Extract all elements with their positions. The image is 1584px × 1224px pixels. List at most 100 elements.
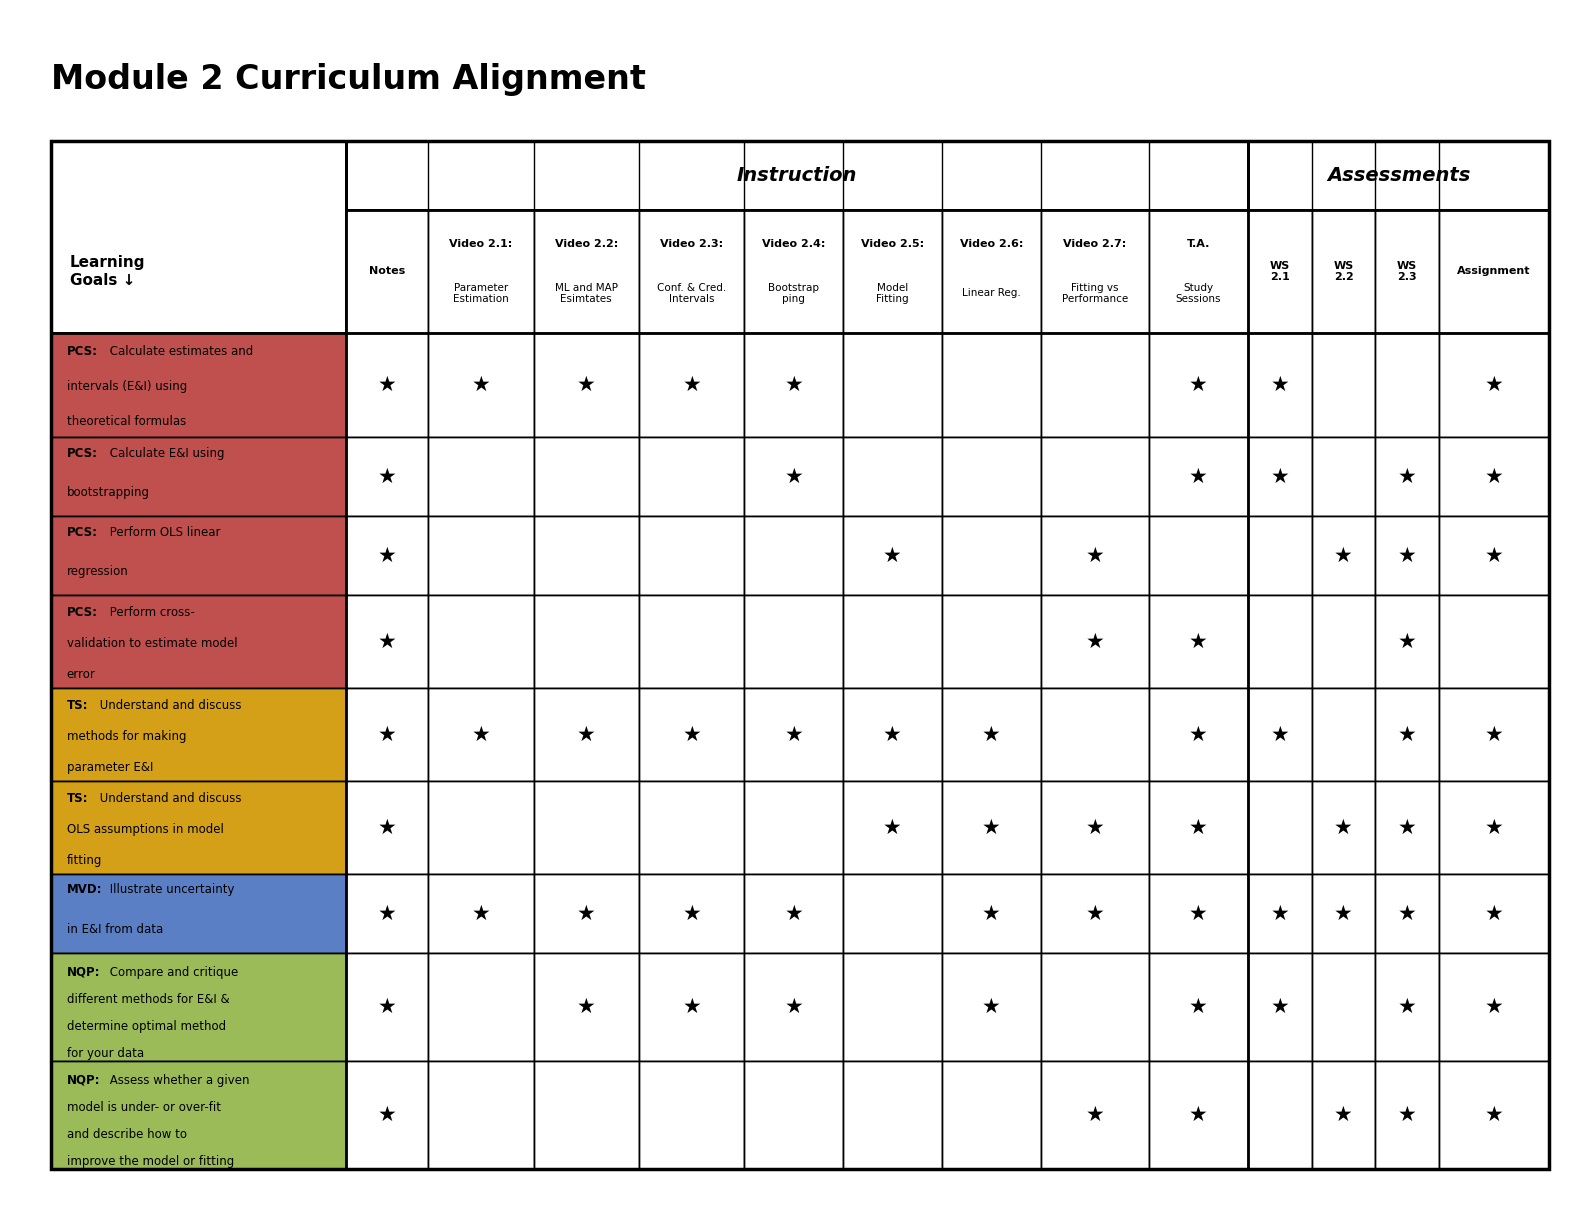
Bar [1440,333,1549,437]
Text: ★: ★ [377,466,396,487]
Text: regression: regression [67,565,128,578]
Text: ★: ★ [1190,375,1209,395]
Text: MVD:: MVD: [67,884,101,896]
Text: for your data: for your data [67,1047,144,1060]
Bar [744,953,843,1061]
Bar [942,1061,1041,1169]
Text: improve the model or fitting: improve the model or fitting [67,1155,234,1168]
Bar [1440,781,1549,874]
Text: Video 2.4:: Video 2.4: [762,239,825,250]
Text: ★: ★ [377,1105,396,1125]
Text: ★: ★ [1399,818,1416,837]
Bar [638,517,744,595]
Text: ★: ★ [982,725,1001,744]
Bar [1148,437,1248,517]
Bar [638,781,744,874]
Bar [1248,781,1312,874]
Text: ★: ★ [1484,1105,1503,1125]
Text: ★: ★ [577,998,596,1017]
Text: ★: ★ [1399,546,1416,565]
Bar [843,517,942,595]
Bar [843,953,942,1061]
Bar [1375,953,1440,1061]
Bar [1248,437,1312,517]
Text: ★: ★ [1270,998,1289,1017]
Bar [51,141,1549,1169]
Bar [51,333,345,437]
Bar [1041,1061,1148,1169]
Text: ★: ★ [882,725,901,744]
Bar [534,333,638,437]
Bar [1440,953,1549,1061]
Bar [638,595,744,688]
Text: ★: ★ [1190,725,1209,744]
Bar [1440,1061,1549,1169]
Text: Conf. & Cred.
Intervals: Conf. & Cred. Intervals [657,283,725,305]
Text: Notes: Notes [369,267,406,277]
Text: Study
Sessions: Study Sessions [1175,283,1221,305]
Text: Illustrate uncertainty: Illustrate uncertainty [106,884,234,896]
Bar [1041,781,1148,874]
Text: determine optimal method: determine optimal method [67,1020,225,1033]
Bar [1148,953,1248,1061]
Bar [534,953,638,1061]
Text: ★: ★ [1399,725,1416,744]
Text: ★: ★ [1190,632,1209,651]
Bar [51,517,345,595]
Text: Bootstrap
ping: Bootstrap ping [768,283,819,305]
Text: validation to estimate model: validation to estimate model [67,638,238,650]
Bar [942,953,1041,1061]
Text: ★: ★ [1190,998,1209,1017]
Bar [534,688,638,781]
Bar [1248,517,1312,595]
Bar [1248,874,1312,953]
Text: ★: ★ [882,818,901,837]
Bar [1248,333,1312,437]
Text: Video 2.5:: Video 2.5: [860,239,923,250]
Text: PCS:: PCS: [67,525,98,539]
Text: Assess whether a given: Assess whether a given [106,1073,249,1087]
Text: ★: ★ [377,998,396,1017]
Text: ML and MAP
Esimtates: ML and MAP Esimtates [554,283,618,305]
Text: ★: ★ [882,546,901,565]
Text: ★: ★ [577,725,596,744]
Bar [843,781,942,874]
Bar [429,874,534,953]
Bar [1248,1061,1312,1169]
Bar [51,1061,345,1169]
Text: Model
Fitting: Model Fitting [876,283,909,305]
Text: Learning
Goals ↓: Learning Goals ↓ [70,255,146,288]
Text: ★: ★ [1399,1105,1416,1125]
Bar [942,781,1041,874]
Text: NQP:: NQP: [67,1073,100,1087]
Text: ★: ★ [1484,546,1503,565]
Bar [1375,688,1440,781]
Text: ★: ★ [1334,546,1353,565]
Bar [638,953,744,1061]
Bar [1440,595,1549,688]
Text: ★: ★ [982,903,1001,923]
Text: ★: ★ [1484,998,1503,1017]
Bar [429,437,534,517]
Bar [942,595,1041,688]
Bar [1148,209,1248,333]
Bar [744,688,843,781]
Text: Video 2.2:: Video 2.2: [554,239,618,250]
Bar [1440,874,1549,953]
Bar [1041,953,1148,1061]
Bar [1248,595,1312,688]
Bar [1312,595,1375,688]
Text: ★: ★ [1190,1105,1209,1125]
Text: NQP:: NQP: [67,966,100,979]
Bar [1041,209,1148,333]
Text: ★: ★ [1085,632,1104,651]
Bar [1041,437,1148,517]
Text: Parameter
Estimation: Parameter Estimation [453,283,508,305]
Text: ★: ★ [784,466,803,487]
Bar [345,333,429,437]
Bar [51,953,345,1061]
Text: PCS:: PCS: [67,345,98,359]
Text: ★: ★ [1334,1105,1353,1125]
Bar [843,874,942,953]
Text: ★: ★ [1085,818,1104,837]
